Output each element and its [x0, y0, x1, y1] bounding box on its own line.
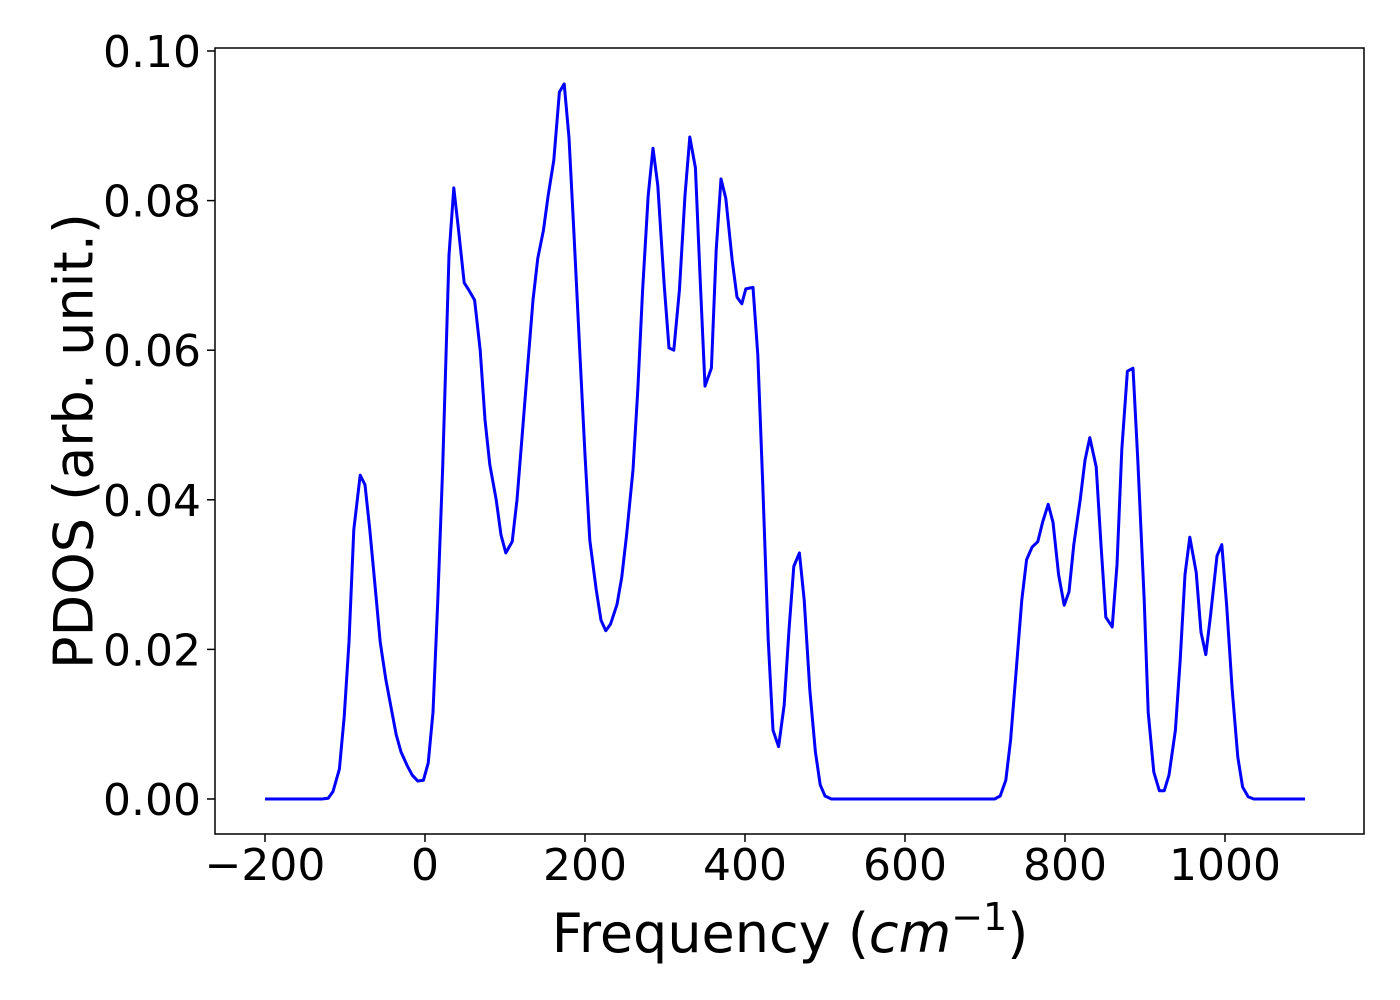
- x-tick-label: 400: [703, 840, 787, 891]
- y-tick-label: 0.06: [103, 326, 201, 377]
- y-tick-label: 0.02: [103, 625, 201, 676]
- x-label-close: ): [1007, 902, 1028, 965]
- y-tick-label: 0.08: [103, 177, 201, 228]
- plot-frame: [214, 47, 1365, 835]
- x-tick-label: 0: [411, 840, 439, 891]
- y-axis-label: PDOS (arb. unit.): [43, 213, 106, 669]
- x-tick-label: 1000: [1169, 840, 1281, 891]
- x-label-exponent: −1: [951, 895, 1007, 939]
- y-tick-label: 0.00: [103, 775, 201, 826]
- x-tick-label: −200: [205, 840, 326, 891]
- series-line: [265, 82, 1305, 801]
- x-tick-label: 200: [543, 840, 627, 891]
- x-label-unit: cm: [869, 902, 951, 965]
- y-tick-label: 0.04: [103, 476, 201, 527]
- x-tick-label: 600: [863, 840, 947, 891]
- y-tick-label: 0.10: [103, 27, 201, 78]
- x-tick-label: 800: [1023, 840, 1107, 891]
- x-axis-label: Frequency (cm−1): [552, 895, 1029, 965]
- x-label-text: Frequency (: [552, 902, 869, 965]
